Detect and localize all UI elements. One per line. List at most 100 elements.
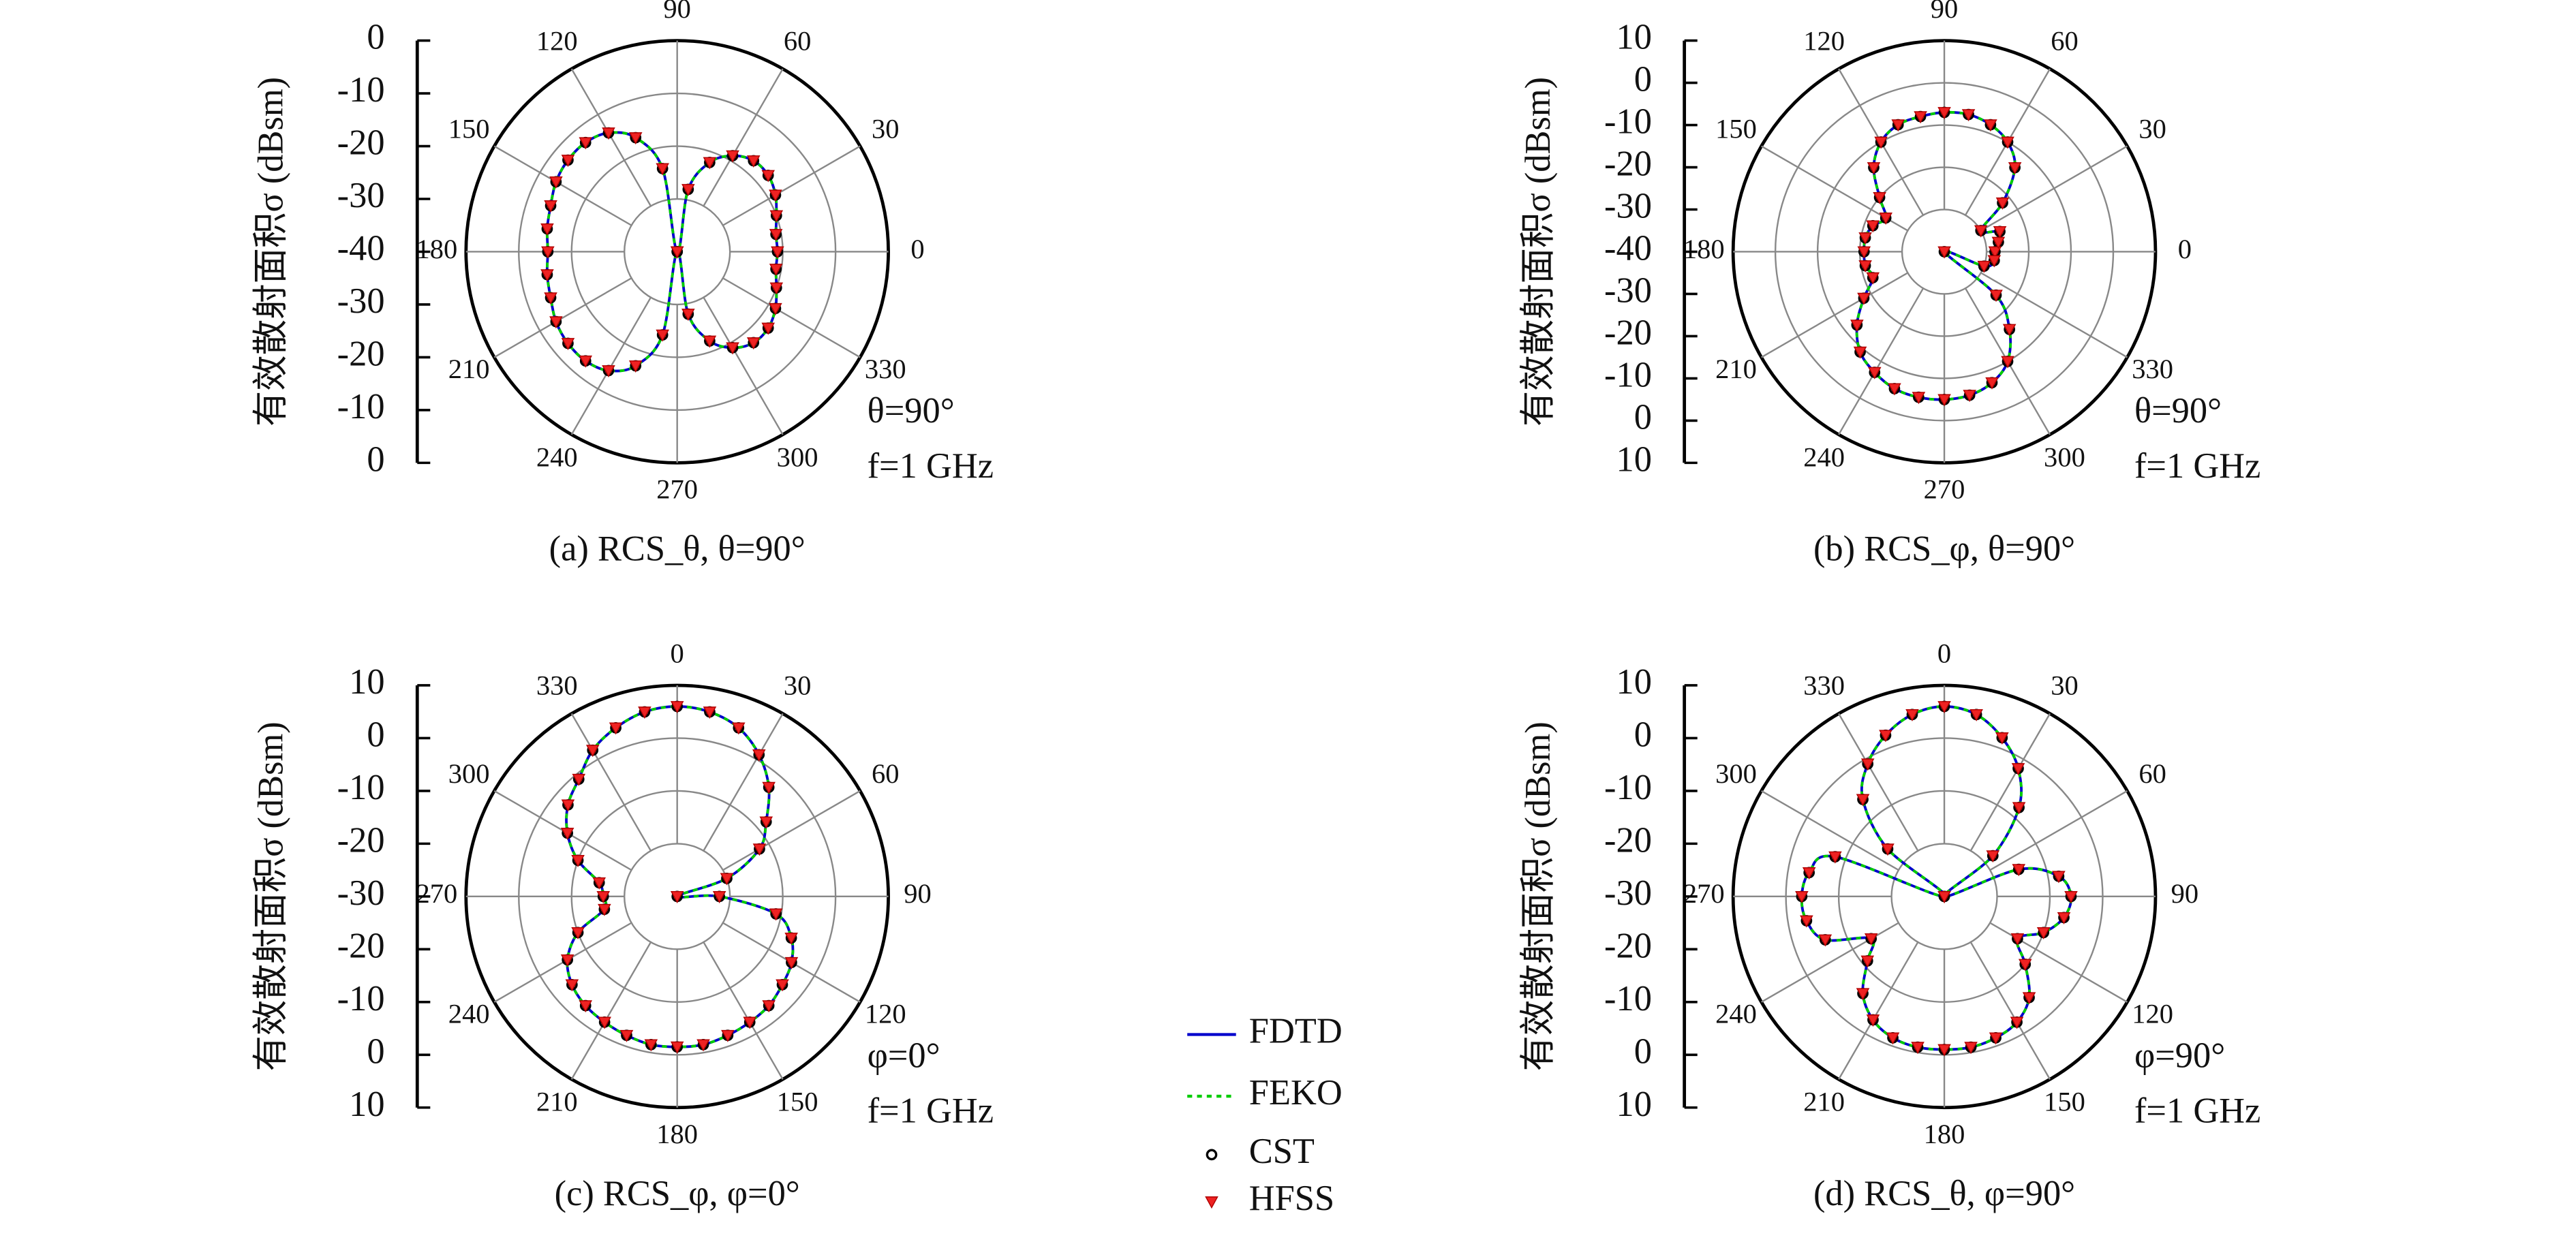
hfss-marker [726, 150, 739, 163]
caption: (c) RCS_φ, φ=0° [555, 1174, 800, 1213]
hfss-marker [1860, 955, 1875, 968]
hfss-marker [769, 264, 783, 277]
hfss-marker [549, 176, 563, 189]
hfss-marker [776, 979, 789, 992]
hfss-marker [1860, 758, 1875, 771]
hfss-marker [752, 749, 766, 762]
angle-label: 270 [656, 474, 698, 505]
grid-spoke [1969, 713, 2051, 852]
legend-label: FEKO [1249, 1073, 1343, 1113]
hfss-marker [2052, 871, 2066, 884]
angle-label: 270 [416, 878, 457, 909]
hfss-marker [703, 335, 717, 348]
hfss-marker [2010, 1016, 2024, 1029]
r-tick-label: -10 [337, 768, 385, 807]
hfss-marker [769, 282, 784, 295]
r-tick-label: 10 [1616, 18, 1652, 57]
hfss-marker [540, 269, 554, 282]
caption: (d) RCS_θ, φ=90° [1813, 1174, 2075, 1213]
hfss-marker [761, 322, 776, 335]
r-tick-label: 0 [1634, 1031, 1652, 1071]
grid-spoke [1969, 942, 2051, 1080]
hfss-marker [619, 1029, 634, 1042]
hfss-marker [541, 246, 555, 259]
caption: (a) RCS_θ, θ=90° [549, 529, 806, 569]
annotation: f=1 GHz [868, 1091, 994, 1130]
hfss-marker [703, 706, 717, 719]
hfss-marker [592, 877, 607, 890]
hfss-marker [579, 137, 593, 150]
grid-spoke [703, 296, 784, 435]
angle-label: 210 [536, 1087, 578, 1117]
hfss-marker [2011, 763, 2025, 776]
grid-spoke [722, 145, 861, 226]
hfss-marker [670, 246, 684, 259]
hfss-marker [2012, 864, 2026, 877]
hfss-marker [1985, 377, 1999, 390]
hfss-marker [1866, 272, 1880, 285]
hfss-marker [1874, 136, 1888, 149]
angle-label: 210 [1803, 1087, 1845, 1117]
r-tick-label: -10 [1604, 102, 1652, 142]
hfss-marker [1912, 392, 1926, 405]
annotation: φ=90° [2134, 1036, 2225, 1075]
r-tick-label: 10 [1616, 1085, 1652, 1124]
r-tick-label: -20 [1604, 313, 1652, 352]
legend-label: HFSS [1249, 1179, 1334, 1218]
hfss-marker [2018, 959, 2032, 971]
hfss-marker [769, 302, 782, 315]
hfss-marker [696, 1039, 710, 1052]
hfss-marker [1858, 232, 1872, 245]
hfss-marker [1987, 255, 2002, 268]
angle-label: 30 [784, 670, 812, 701]
hfss-marker [1800, 915, 1813, 928]
hfss-marker [2036, 927, 2051, 939]
r-tick-label: -20 [337, 334, 385, 373]
grid-spoke [1989, 922, 2128, 1003]
hfss-marker [681, 309, 695, 322]
grid-spoke [703, 713, 784, 852]
legend: FDTD FEKO CST HFSS [1187, 1012, 1343, 1218]
hfss-marker [628, 360, 643, 373]
hfss-marker [2001, 136, 2014, 149]
hfss-marker [759, 816, 773, 829]
hfss-marker [561, 155, 575, 168]
hfss-marker [602, 127, 615, 140]
hfss-marker [1873, 191, 1886, 204]
hfss-marker [2010, 933, 2025, 946]
r-tick-label: -30 [1604, 271, 1652, 311]
hfss-marker [656, 163, 669, 176]
hfss-marker [1963, 390, 1976, 403]
hfss-marker [769, 189, 782, 202]
hfss-marker [560, 828, 574, 840]
angle-label: 300 [2044, 441, 2085, 472]
hfss-marker [1989, 290, 2003, 302]
hfss-marker [1937, 107, 1951, 120]
hfss-marker [784, 957, 799, 969]
hfss-marker [1886, 1032, 1900, 1045]
hfss-marker [1856, 794, 1870, 807]
r-tick-label: 0 [1634, 60, 1652, 99]
hfss-marker [731, 722, 746, 735]
hfss-marker [1991, 236, 2006, 249]
hfss-marker [1969, 709, 1983, 721]
hfss-marker [1937, 701, 1951, 714]
hfss-marker [571, 927, 585, 939]
hfss-marker [1879, 730, 1892, 743]
r-tick-label: 10 [349, 662, 384, 702]
hfss-marker [670, 701, 684, 714]
hfss-marker [1856, 988, 1870, 1001]
r-tick-label: 0 [367, 18, 384, 57]
angle-label: 150 [448, 113, 490, 144]
r-tick-label: -10 [1604, 979, 1652, 1018]
grid-spoke [1838, 942, 1919, 1080]
angle-label: 210 [448, 354, 490, 384]
hfss-marker [670, 1041, 684, 1054]
hfss-marker [1866, 1014, 1880, 1027]
hfss-marker [1937, 1044, 1951, 1057]
hfss-marker [1881, 843, 1895, 856]
hfss-marker [602, 365, 615, 378]
hfss-marker [762, 781, 776, 794]
